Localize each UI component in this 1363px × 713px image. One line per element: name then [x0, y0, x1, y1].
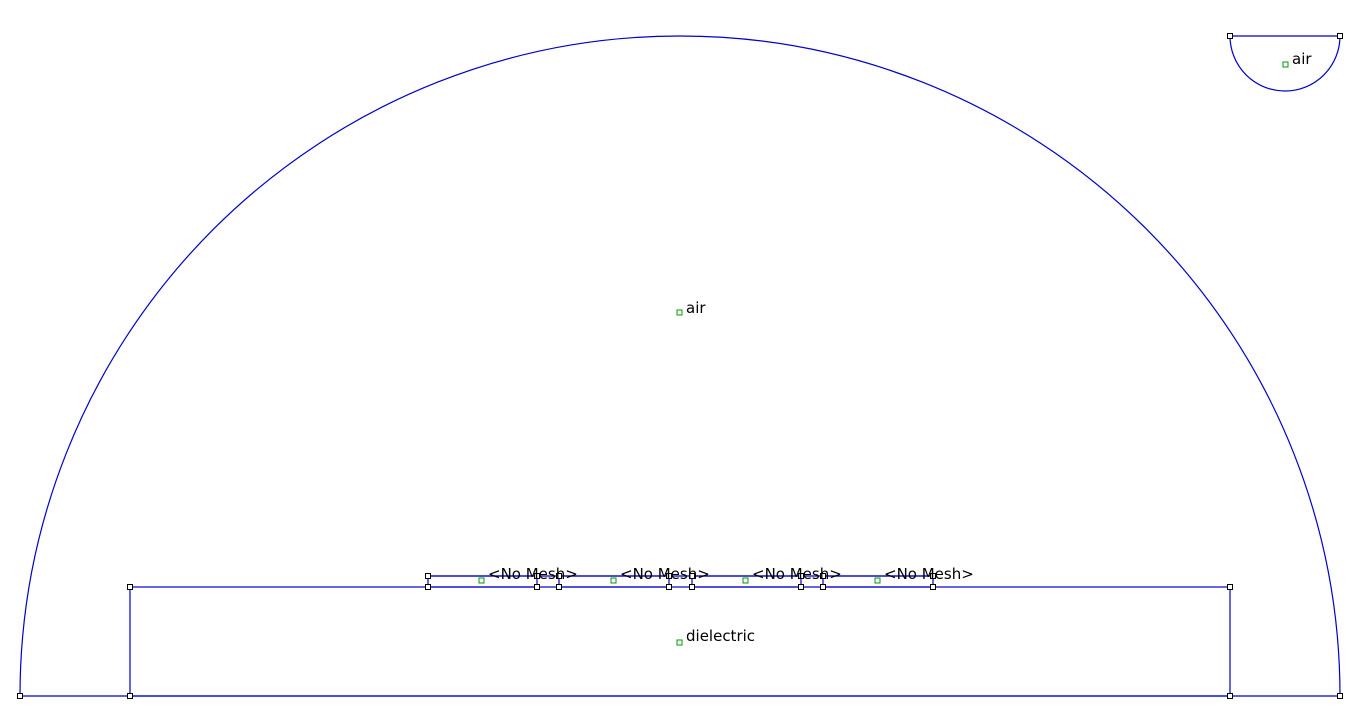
- region-label-conductor-4[interactable]: <No Mesh>: [874, 565, 974, 584]
- geometry-node[interactable]: [798, 584, 804, 590]
- geometry-node[interactable]: [1337, 33, 1343, 39]
- geometry-node[interactable]: [689, 584, 695, 590]
- region-label-conductor-1[interactable]: <No Mesh>: [478, 565, 578, 584]
- geometry-node[interactable]: [666, 584, 672, 590]
- geometry-node[interactable]: [930, 573, 936, 579]
- geometry-node[interactable]: [127, 693, 133, 699]
- inset-boundary-arc[interactable]: [1229, 35, 1341, 92]
- region-label-text: <No Mesh>: [488, 565, 578, 583]
- geometry-node[interactable]: [1227, 33, 1233, 39]
- region-label-text: <No Mesh>: [620, 565, 710, 583]
- outer-boundary-arc[interactable]: [19, 35, 1341, 697]
- geometry-nodes: [17, 33, 1343, 699]
- region-label-dielectric[interactable]: dielectric: [676, 627, 755, 646]
- label-marker: [874, 577, 881, 584]
- geometry-node[interactable]: [534, 584, 540, 590]
- geometry-node[interactable]: [534, 573, 540, 579]
- geometry-node[interactable]: [556, 584, 562, 590]
- label-marker: [478, 577, 485, 584]
- geometry-node[interactable]: [1337, 693, 1343, 699]
- geometry-node[interactable]: [17, 693, 23, 699]
- dielectric-boundary[interactable]: [129, 586, 1231, 697]
- geometry-node[interactable]: [689, 573, 695, 579]
- label-marker: [610, 577, 617, 584]
- region-label-air-main[interactable]: air: [676, 299, 706, 317]
- region-label-text: <No Mesh>: [884, 565, 974, 583]
- region-label-text: <No Mesh>: [752, 565, 842, 583]
- geometry-node[interactable]: [425, 584, 431, 590]
- geometry-node[interactable]: [127, 584, 133, 590]
- label-marker: [676, 639, 683, 646]
- geometry-node[interactable]: [820, 584, 826, 590]
- region-label-text: air: [1292, 50, 1312, 68]
- region-label-text: air: [686, 299, 706, 317]
- label-marker: [1282, 61, 1289, 68]
- region-label-conductor-2[interactable]: <No Mesh>: [610, 565, 710, 584]
- geometry-node[interactable]: [1227, 693, 1233, 699]
- geometry-node[interactable]: [556, 573, 562, 579]
- geometry-node[interactable]: [425, 573, 431, 579]
- geometry-node[interactable]: [930, 584, 936, 590]
- region-label-conductor-3[interactable]: <No Mesh>: [742, 565, 842, 584]
- label-marker: [742, 577, 749, 584]
- region-label-air-inset[interactable]: air: [1282, 50, 1312, 68]
- region-label-text: dielectric: [686, 627, 755, 645]
- geometry-node[interactable]: [820, 573, 826, 579]
- geometry-node[interactable]: [798, 573, 804, 579]
- geometry-node[interactable]: [666, 573, 672, 579]
- geometry-node[interactable]: [1227, 584, 1233, 590]
- label-marker: [676, 309, 683, 316]
